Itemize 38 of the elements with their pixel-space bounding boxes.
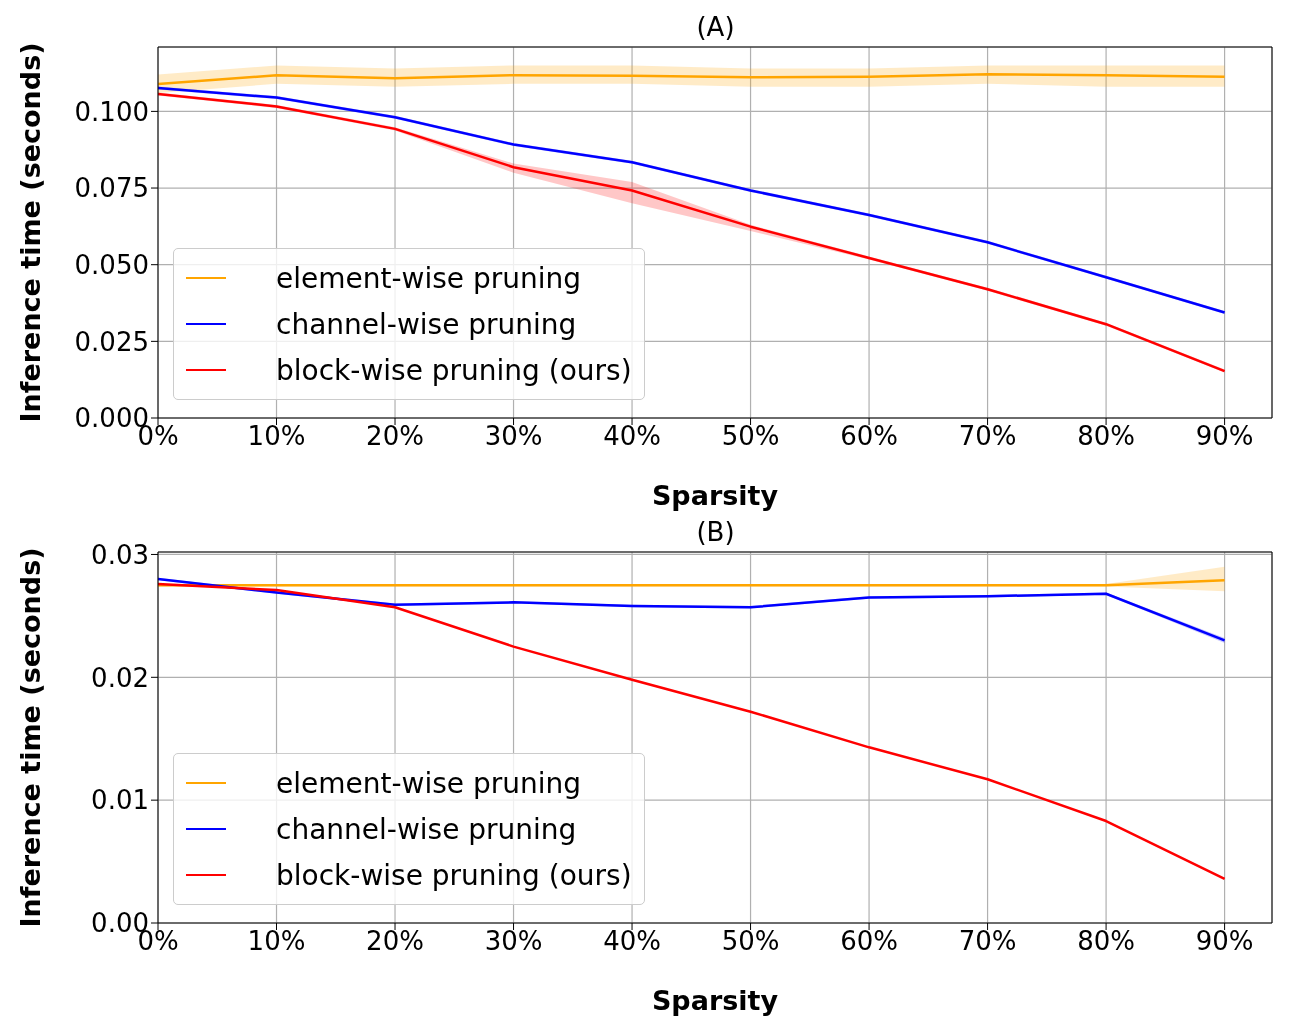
line-series xyxy=(158,73,1226,86)
y-tick-label: 0.03 xyxy=(91,539,149,570)
x-tick-label: 70% xyxy=(958,926,1017,957)
x-tick-label: 10% xyxy=(247,421,306,452)
legend-label: element-wise pruning xyxy=(276,766,582,800)
x-axis-title: Sparsity xyxy=(651,480,779,511)
chart-title: (B) xyxy=(695,517,736,547)
x-tick-label: 80% xyxy=(1077,421,1135,452)
legend-label: channel-wise pruning xyxy=(276,307,577,341)
x-tick-label: 30% xyxy=(484,421,543,452)
y-tick-label: 0.01 xyxy=(91,785,149,816)
x-tick-label: 20% xyxy=(366,926,424,957)
y-tick-label: 0.02 xyxy=(91,662,149,693)
legend-label: block-wise pruning (ours) xyxy=(276,353,632,387)
legend-label: element-wise pruning xyxy=(276,261,582,295)
x-tick-label: 20% xyxy=(366,421,424,452)
x-tick-label: 80% xyxy=(1077,926,1135,957)
y-axis-title: Inference time (seconds) xyxy=(14,42,46,423)
x-tick-label: 50% xyxy=(721,926,780,957)
legend-label: channel-wise pruning xyxy=(276,812,577,846)
y-tick-label: 0.075 xyxy=(74,173,149,204)
x-tick-label: 40% xyxy=(603,421,661,452)
x-tick-label: 60% xyxy=(840,926,898,957)
y-tick-label: 0.100 xyxy=(74,96,149,127)
x-tick-label: 90% xyxy=(1195,926,1254,957)
x-tick-label: 30% xyxy=(484,926,543,957)
y-tick-label: 0.050 xyxy=(74,249,149,280)
x-tick-label: 50% xyxy=(721,421,780,452)
chart-title: (A) xyxy=(695,12,736,42)
x-tick-label: 40% xyxy=(603,926,661,957)
x-tick-label: 70% xyxy=(958,421,1017,452)
legend-label: block-wise pruning (ours) xyxy=(276,858,632,892)
x-tick-label: 90% xyxy=(1195,421,1254,452)
y-tick-label: 0.025 xyxy=(74,326,149,357)
y-axis-title: Inference time (seconds) xyxy=(14,547,46,928)
x-axis-title: Sparsity xyxy=(651,985,779,1016)
x-tick-label: 10% xyxy=(247,926,306,957)
x-tick-label: 60% xyxy=(840,421,898,452)
